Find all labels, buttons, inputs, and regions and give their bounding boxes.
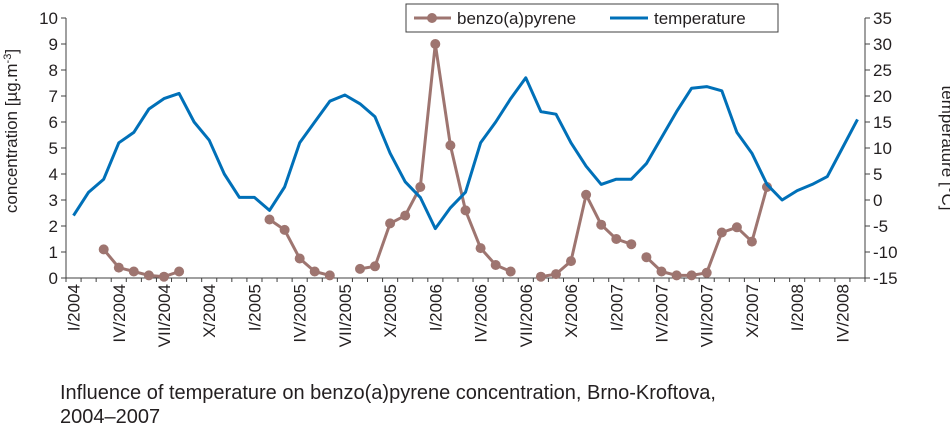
benzo-point bbox=[490, 260, 501, 270]
benzo-point bbox=[385, 218, 396, 229]
benzo-point bbox=[596, 219, 607, 230]
right-tick-label: 0 bbox=[873, 191, 882, 210]
benzo-point bbox=[159, 271, 169, 282]
left-tick-label: 3 bbox=[49, 191, 58, 210]
right-tick-label: -10 bbox=[873, 243, 898, 262]
caption-line-1: Influence of temperature on benzo(a)pyre… bbox=[60, 382, 716, 404]
x-tick-label: IV/2006 bbox=[472, 284, 491, 343]
benzo-line bbox=[102, 248, 180, 279]
right-tick-label: 15 bbox=[873, 113, 892, 132]
right-tick-label: -15 bbox=[873, 269, 898, 288]
y-axis-label-right: temperature [°C] bbox=[938, 86, 950, 211]
x-axis: I/2004 IV/2004 VII/2004 X/2004 I/2005 IV/2005… bbox=[65, 278, 866, 347]
right-axis: -15 -10 -5 0 5 10 15 20 25 30 35 bbox=[865, 9, 898, 288]
benzo-point bbox=[445, 140, 456, 151]
benzo-line bbox=[645, 186, 769, 277]
right-tick-label: 5 bbox=[873, 165, 882, 184]
benzo-point bbox=[355, 263, 365, 274]
chart: 0 1 2 3 4 5 6 7 8 9 10 -15 -10 -5 0 5 10 15 20 25 30 35 I/20… bbox=[2, 3, 950, 347]
x-tick-label: I/2006 bbox=[426, 284, 445, 331]
benzo-point bbox=[415, 182, 426, 192]
benzo-point bbox=[475, 243, 486, 254]
benzo-point bbox=[128, 266, 139, 277]
left-tick-label: 9 bbox=[49, 35, 58, 54]
legend: benzo(a)pyrene temperature bbox=[405, 3, 779, 33]
benzo-point bbox=[309, 266, 320, 277]
legend-label-benzo: benzo(a)pyrene bbox=[457, 9, 576, 28]
benzo-point bbox=[98, 244, 109, 255]
benzo-point bbox=[611, 234, 622, 244]
benzo-point bbox=[566, 256, 576, 267]
left-tick-label: 8 bbox=[49, 61, 58, 80]
caption-line-2: 2004–2007 bbox=[60, 406, 161, 428]
benzo-point bbox=[746, 236, 757, 247]
x-tick-label: X/2006 bbox=[562, 284, 581, 338]
series-layer bbox=[72, 39, 859, 282]
benzo-point bbox=[581, 189, 592, 200]
benzo-point bbox=[762, 182, 772, 192]
benzo-point bbox=[535, 271, 546, 282]
benzo-point bbox=[460, 205, 471, 216]
benzo-point bbox=[551, 269, 561, 280]
x-tick-label: I/2008 bbox=[788, 284, 807, 331]
benzo-point bbox=[264, 214, 275, 225]
benzo-point bbox=[731, 222, 742, 233]
benzo-point bbox=[701, 267, 712, 278]
x-tick-label: I/2004 bbox=[65, 284, 84, 331]
left-tick-label: 10 bbox=[39, 9, 58, 28]
x-tick-label: I/2005 bbox=[245, 284, 264, 331]
benzo-point bbox=[174, 266, 185, 277]
left-tick-label: 5 bbox=[49, 139, 58, 158]
legend-marker-benzo bbox=[427, 13, 437, 23]
x-tick-label: I/2007 bbox=[607, 284, 626, 331]
x-tick-label: VII/2006 bbox=[517, 284, 536, 347]
x-tick-label: VII/2005 bbox=[336, 284, 355, 347]
right-tick-label: 25 bbox=[873, 61, 892, 80]
benzo-line bbox=[359, 42, 512, 273]
benzo-point bbox=[686, 270, 697, 281]
x-tick-label: X/2004 bbox=[200, 284, 219, 338]
y-axis-label-left: concentration [µg.m-3] bbox=[2, 49, 21, 213]
x-tick-label: VII/2004 bbox=[155, 284, 174, 347]
plot-frame bbox=[65, 18, 866, 279]
left-tick-label: 6 bbox=[49, 113, 58, 132]
benzo-point bbox=[294, 253, 305, 264]
temperature-line bbox=[72, 76, 859, 231]
benzo-point bbox=[505, 266, 516, 277]
right-tick-label: 20 bbox=[873, 87, 892, 106]
right-tick-label: -5 bbox=[873, 217, 888, 236]
right-tick-label: 35 bbox=[873, 9, 892, 28]
left-tick-label: 2 bbox=[49, 217, 58, 236]
benzo-point bbox=[671, 270, 682, 281]
left-tick-label: 0 bbox=[49, 269, 58, 288]
benzo-point bbox=[113, 262, 124, 273]
x-tick-label: X/2005 bbox=[381, 284, 400, 338]
benzo-point bbox=[716, 227, 727, 238]
benzo-point bbox=[400, 210, 411, 221]
benzo-point bbox=[656, 266, 667, 277]
right-tick-label: 10 bbox=[873, 139, 892, 158]
x-tick-label: IV/2005 bbox=[291, 284, 310, 343]
right-tick-label: 30 bbox=[873, 35, 892, 54]
benzo-point bbox=[370, 261, 380, 272]
benzo-point bbox=[143, 270, 154, 281]
x-tick-label: IV/2004 bbox=[110, 284, 129, 343]
benzo-point bbox=[626, 239, 637, 250]
benzo-point bbox=[430, 39, 441, 49]
legend-box bbox=[405, 3, 779, 33]
left-tick-label: 4 bbox=[49, 165, 58, 184]
benzo-point bbox=[279, 224, 290, 235]
benzo-line bbox=[268, 218, 331, 277]
left-tick-label: 7 bbox=[49, 87, 58, 106]
benzo-point bbox=[324, 270, 335, 281]
legend-label-temperature: temperature bbox=[654, 9, 746, 28]
x-tick-label: IV/2007 bbox=[652, 284, 671, 343]
x-tick-label: X/2007 bbox=[743, 284, 762, 338]
left-tick-label: 1 bbox=[49, 243, 58, 262]
x-tick-label: IV/2008 bbox=[833, 284, 852, 343]
x-tick-label: VII/2007 bbox=[698, 284, 717, 347]
figure-caption: Influence of temperature on benzo(a)pyre… bbox=[60, 381, 920, 429]
left-axis: 0 1 2 3 4 5 6 7 8 9 10 bbox=[39, 9, 66, 288]
benzo-point bbox=[641, 252, 652, 263]
